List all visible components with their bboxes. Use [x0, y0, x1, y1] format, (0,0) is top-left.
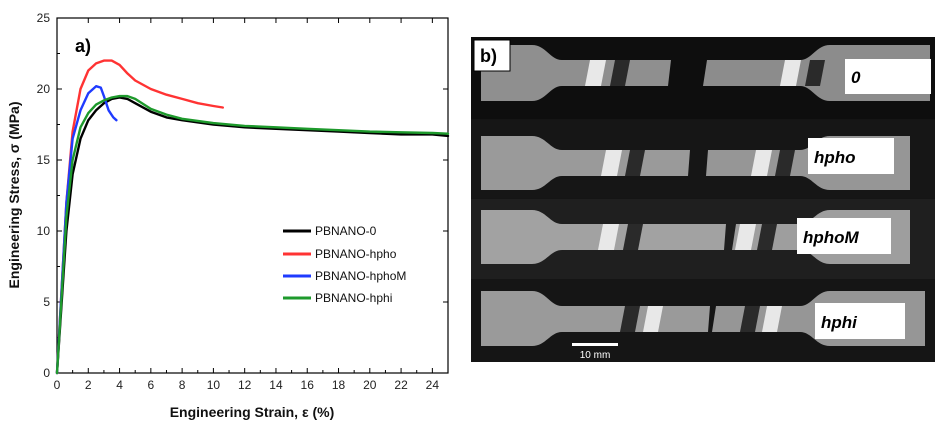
- legend-label-pbnano-hphom: PBNANO-hphoM: [315, 269, 406, 283]
- x-tick-label: 0: [54, 378, 61, 392]
- specimen-row-hpho: hpho: [471, 120, 935, 198]
- specimen-photo: 0 hpho hphoM: [471, 37, 935, 362]
- sample-label-box: [808, 138, 894, 174]
- gauge-mark: [775, 150, 795, 176]
- x-tick-label: 2: [85, 378, 92, 392]
- gauge-mark: [623, 224, 643, 250]
- sample-label-box: [845, 59, 931, 94]
- legend-item-pbnano-0: PBNANO-0: [283, 224, 377, 238]
- gauge-mark: [625, 150, 645, 176]
- x-tick-label: 6: [147, 378, 154, 392]
- x-tick-label: 22: [394, 378, 408, 392]
- sample-label-hphi: hphi: [821, 313, 858, 332]
- x-tick-label: 24: [426, 378, 440, 392]
- gauge-mark: [762, 306, 782, 332]
- specimen-left-piece: [481, 136, 690, 190]
- legend-label-pbnano-hphi: PBNANO-hphi: [315, 291, 392, 305]
- y-tick-label: 25: [37, 11, 51, 25]
- specimen-left-piece: [481, 45, 671, 101]
- y-tick-label: 0: [43, 366, 50, 380]
- series-line-pbnano-0: [55, 96, 450, 375]
- legend-item-pbnano-hphi: PBNANO-hphi: [283, 291, 392, 305]
- gauge-mark: [598, 224, 619, 250]
- y-axis-ticks: 0 5 10 15 20 25: [37, 11, 448, 380]
- x-tick-label: 14: [269, 378, 283, 392]
- gauge-mark: [620, 306, 640, 332]
- specimen-row-hphi: hphi: [471, 280, 935, 362]
- legend-item-pbnano-hpho: PBNANO-hpho: [283, 247, 397, 261]
- sample-label-0: 0: [851, 68, 861, 87]
- scale-bar: 10 mm: [572, 343, 618, 361]
- panel-b-label: b): [480, 46, 497, 66]
- y-axis-title: Engineering Stress, σ (MPa): [6, 102, 22, 289]
- series-line-pbnano-hphi: [55, 94, 450, 375]
- gauge-mark: [735, 224, 756, 250]
- x-tick-label: 8: [179, 378, 186, 392]
- y-tick-label: 15: [37, 153, 51, 167]
- gauge-mark: [610, 60, 630, 86]
- series-lines: [55, 59, 450, 375]
- gauge-mark: [757, 224, 777, 250]
- gauge-mark: [585, 60, 606, 86]
- y-tick-label: 10: [37, 224, 51, 238]
- gauge-mark: [805, 60, 825, 86]
- gauge-mark: [780, 60, 801, 86]
- specimen-left-piece: [481, 291, 710, 346]
- scale-bar-line: [572, 343, 618, 346]
- specimen-row-hphom: hphoM: [471, 199, 935, 279]
- sample-label-box: [815, 303, 905, 339]
- legend: PBNANO-0 PBNANO-hpho PBNANO-hphoM PBNANO…: [283, 224, 406, 305]
- x-tick-label: 4: [116, 378, 123, 392]
- x-tick-label: 16: [301, 378, 315, 392]
- panel-a-label: a): [75, 36, 91, 56]
- gauge-mark: [740, 306, 760, 332]
- gauge-mark: [601, 150, 622, 176]
- x-tick-label: 12: [238, 378, 252, 392]
- gauge-mark: [751, 150, 772, 176]
- x-axis-title: Engineering Strain, ε (%): [170, 404, 335, 420]
- legend-label-pbnano-0: PBNANO-0: [315, 224, 377, 238]
- y-tick-label: 5: [43, 295, 50, 309]
- x-axis-ticks: 0 2 4 6 8 10 12 14 16 18 20 22 24: [54, 18, 440, 392]
- legend-item-pbnano-hphom: PBNANO-hphoM: [283, 269, 406, 283]
- sample-label-hpho: hpho: [814, 148, 856, 167]
- x-tick-label: 18: [332, 378, 346, 392]
- legend-label-pbnano-hpho: PBNANO-hpho: [315, 247, 397, 261]
- scale-bar-label: 10 mm: [580, 350, 611, 361]
- x-tick-label: 10: [207, 378, 221, 392]
- gauge-mark: [643, 306, 663, 332]
- plot-area: [56, 17, 449, 374]
- sample-label-hphom: hphoM: [803, 228, 860, 247]
- x-tick-label: 20: [363, 378, 377, 392]
- specimen-row-0: 0: [471, 37, 935, 119]
- panel-b-label-box: [473, 39, 511, 72]
- y-tick-label: 20: [37, 82, 51, 96]
- sample-label-box: [797, 218, 891, 254]
